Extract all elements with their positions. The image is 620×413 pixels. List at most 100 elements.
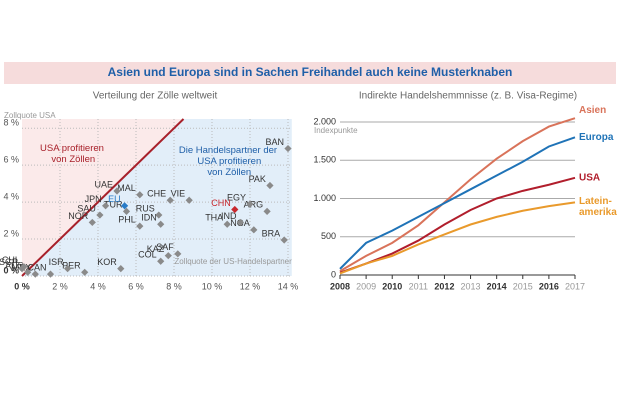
- point-label: SAF: [156, 242, 174, 252]
- region-partner: [22, 119, 292, 276]
- point: [96, 211, 104, 219]
- y-tick-label: 500: [321, 231, 336, 241]
- point: [136, 222, 144, 230]
- point-label: IND: [221, 211, 237, 221]
- diagonal: [21, 118, 185, 277]
- point-label: BAN: [265, 137, 284, 147]
- y-tick-label: 6 %: [3, 155, 19, 165]
- x-tick-label: 2014: [487, 281, 507, 291]
- point-label: EGY: [227, 192, 246, 202]
- point: [284, 144, 292, 153]
- point-label: UAE: [94, 179, 113, 189]
- page-title: Asien und Europa sind in Sachen Freihand…: [108, 65, 513, 79]
- point: [122, 207, 131, 215]
- point-label: SAU: [77, 203, 96, 213]
- point-label: ISR: [49, 257, 65, 267]
- x-tick-label: 2012: [434, 281, 454, 291]
- line: [339, 201, 576, 275]
- point-label: BRA: [262, 228, 281, 238]
- point: [18, 265, 26, 273]
- annotation: USA profitieren von Zöllen: [40, 143, 104, 165]
- point-label: TUR: [104, 200, 123, 210]
- point: [236, 218, 245, 227]
- point-label: EU: [108, 194, 121, 204]
- point-label: MAL: [117, 183, 136, 193]
- y-tick-label: 1.500: [313, 155, 336, 165]
- axis-label: Zollquote der US-Handelspartner: [174, 257, 292, 266]
- point: [157, 257, 165, 265]
- x-tick-label: 0 %: [14, 281, 30, 291]
- axis-label: Zollquote USA: [4, 111, 56, 120]
- y-tick-label: 0 %: [3, 265, 19, 275]
- point: [223, 220, 231, 228]
- x-tick-label: 2 %: [52, 281, 68, 291]
- point: [102, 202, 110, 210]
- point-label: PHL: [118, 215, 136, 225]
- point-label: CHL: [2, 255, 20, 265]
- point-label: COL: [138, 250, 157, 260]
- point: [64, 265, 72, 273]
- axis-label: Indexpunkte: [314, 126, 358, 135]
- point: [46, 270, 55, 278]
- point: [164, 252, 172, 260]
- x-tick-label: 2016: [539, 281, 559, 291]
- point-label: IDN: [141, 213, 157, 223]
- point-label: KOR: [97, 257, 117, 267]
- x-tick-label: 14 %: [278, 281, 299, 291]
- point: [24, 268, 32, 276]
- point-label: KAZ: [147, 244, 165, 254]
- y-tick-label: 2 %: [3, 228, 19, 238]
- legend-label: Asien: [579, 105, 606, 116]
- y-tick-label: 0: [331, 269, 336, 279]
- x-tick-label: 2017: [565, 281, 585, 291]
- point: [157, 220, 165, 228]
- x-tick-label: 4 %: [90, 281, 106, 291]
- x-tick-label: 2009: [356, 281, 376, 291]
- point-label: CAN: [27, 263, 46, 273]
- y-tick-label: 4 %: [3, 191, 19, 201]
- point: [155, 211, 163, 219]
- x-tick-label: 6 %: [128, 281, 144, 291]
- title-bar: [4, 62, 616, 84]
- chart-title: Verteilung der Zölle weltweit: [93, 91, 218, 102]
- point-label: THA: [205, 213, 223, 223]
- y-tick-label: 8 %: [3, 118, 19, 128]
- x-tick-label: 2010: [382, 281, 402, 291]
- point-label: ARG: [244, 200, 264, 210]
- point-label: PAK: [249, 174, 266, 184]
- point-label: NOR: [68, 211, 89, 221]
- line: [339, 117, 576, 273]
- point-label: AUS: [5, 261, 24, 271]
- line: [339, 136, 576, 270]
- point: [266, 181, 274, 190]
- point-label: SGP: [0, 257, 18, 267]
- point: [174, 250, 182, 258]
- point: [31, 270, 39, 278]
- point: [185, 196, 193, 204]
- x-tick-label: 2011: [409, 281, 428, 291]
- legend-label: Europa: [579, 132, 614, 143]
- legend-label: Latein-amerika: [579, 196, 617, 218]
- y-tick-label: 2.000: [313, 116, 336, 126]
- point-label: CHN: [211, 198, 231, 208]
- point: [250, 226, 258, 234]
- annotation: Die Handelspartner der USA profitieren v…: [179, 145, 277, 178]
- x-tick-label: 12 %: [240, 281, 261, 291]
- point: [263, 207, 271, 215]
- point: [113, 187, 121, 195]
- point-label: CHE: [147, 189, 166, 199]
- point: [88, 218, 96, 227]
- y-tick-label: 1.000: [313, 193, 336, 203]
- x-tick-label: 2015: [513, 281, 533, 291]
- point-label: RUS: [136, 203, 155, 213]
- point: [121, 202, 129, 210]
- point: [166, 196, 174, 204]
- chart-title: Indirekte Handelshemmnisse (z. B. Visa-R…: [359, 91, 577, 102]
- x-tick-label: 10 %: [202, 281, 223, 291]
- point: [136, 191, 144, 199]
- line: [339, 176, 576, 274]
- point-label: VIE: [171, 189, 186, 199]
- point: [231, 205, 239, 214]
